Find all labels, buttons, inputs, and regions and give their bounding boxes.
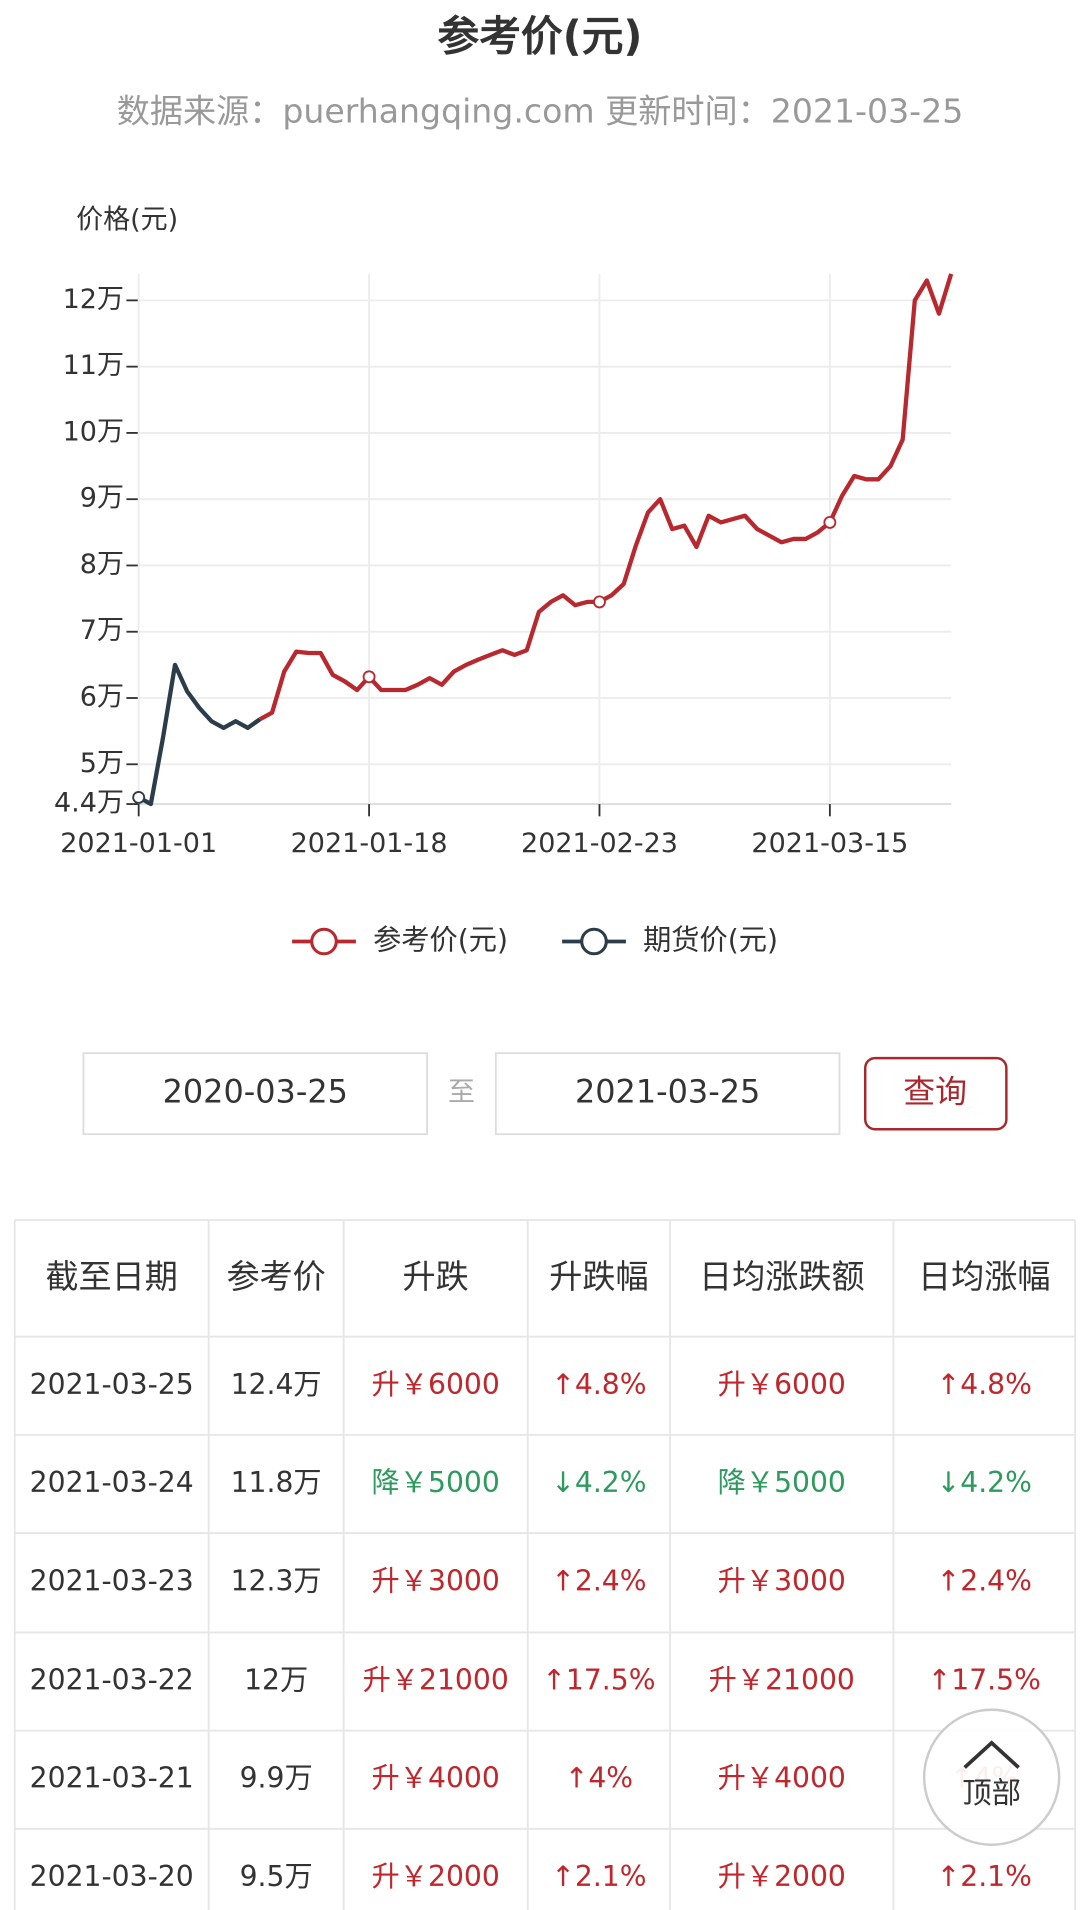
query-button-label[interactable]: 查询 <box>903 1073 967 1111</box>
x-tick-label: 2021-01-18 <box>291 828 448 859</box>
point-marker <box>362 670 376 684</box>
table-cell: 9.5万 <box>240 1860 313 1893</box>
y-tick-label: 12万 <box>63 284 124 315</box>
top-button-icon[interactable] <box>963 1740 1020 1769</box>
y-tick-label: 11万 <box>63 350 124 381</box>
table-cell: ↓4.2% <box>937 1466 1032 1499</box>
top-button[interactable] <box>922 1708 1061 1846</box>
table-header: 参考价 <box>226 1257 325 1296</box>
table-header: 升跌幅 <box>549 1257 648 1296</box>
table-cell: ↑4.8% <box>551 1368 646 1401</box>
table-cell: 2021-03-23 <box>30 1565 194 1598</box>
table-cell: ↑2.1% <box>551 1860 646 1893</box>
table-cell: ↑17.5% <box>542 1664 655 1697</box>
table-cell: 降￥5000 <box>372 1466 500 1499</box>
y-tick-label: 5万 <box>80 748 124 779</box>
date-input[interactable] <box>494 1052 841 1136</box>
point-marker <box>823 515 837 529</box>
table-cell: 11.8万 <box>231 1466 322 1499</box>
table-cell: ↓4.2% <box>551 1466 646 1499</box>
legend-label[interactable]: 期货价(元) <box>643 924 778 957</box>
table-cell: 降￥5000 <box>718 1466 846 1499</box>
chart-title: 参考价(元) <box>437 11 642 60</box>
table-cell: 升￥2000 <box>372 1860 500 1893</box>
legend-marker <box>310 927 338 956</box>
table-header: 截至日期 <box>45 1257 177 1296</box>
table-cell: ↑2.1% <box>937 1860 1032 1893</box>
point-marker <box>132 790 146 804</box>
y-tick-label: 10万 <box>63 416 124 447</box>
table-cell: 升￥21000 <box>709 1664 855 1697</box>
table-cell: 9.9万 <box>240 1762 313 1795</box>
y-tick-label: 6万 <box>80 682 124 713</box>
table-header: 升跌 <box>403 1257 469 1296</box>
table-header: 日均涨跌额 <box>699 1257 865 1296</box>
table-cell: 升￥3000 <box>372 1565 500 1598</box>
y-axis-label: 价格(元) <box>76 205 178 236</box>
table-cell: 升￥6000 <box>372 1368 500 1401</box>
table-cell: 2021-03-21 <box>30 1762 194 1795</box>
chart-subtitle: 数据来源：puerhangqing.com 更新时间：2021-03-25 <box>117 92 964 131</box>
x-tick-label: 2021-01-01 <box>60 828 217 859</box>
x-tick-label: 2021-03-15 <box>751 828 908 859</box>
series-line <box>137 662 262 807</box>
table-cell: ↑2.4% <box>551 1565 646 1598</box>
table-cell: 12.3万 <box>231 1565 322 1598</box>
series-line <box>258 273 954 722</box>
table-cell: ↑4% <box>565 1762 633 1795</box>
date-input-text[interactable]: 2021-03-25 <box>575 1073 760 1111</box>
table-cell: 12.4万 <box>231 1368 322 1401</box>
top-button-label[interactable]: 顶部 <box>962 1776 1021 1810</box>
table-cell: 升￥21000 <box>363 1664 509 1697</box>
date-input-text[interactable]: 2020-03-25 <box>163 1073 348 1111</box>
query-button[interactable] <box>864 1056 1008 1131</box>
y-tick-label: 8万 <box>80 549 124 580</box>
table-cell: 升￥6000 <box>718 1368 846 1401</box>
table-cell: 升￥3000 <box>718 1565 846 1598</box>
table-cell: ↑4.8% <box>937 1368 1032 1401</box>
date-input[interactable] <box>82 1052 429 1136</box>
table-cell: 2021-03-22 <box>30 1664 194 1697</box>
table-cell: 2021-03-25 <box>30 1368 194 1401</box>
table-cell: 12万 <box>244 1664 308 1697</box>
y-tick-label: 7万 <box>80 615 124 646</box>
table-cell: ↑17.5% <box>928 1664 1041 1697</box>
table-cell: 升￥4000 <box>372 1762 500 1795</box>
table-cell: ↑2.4% <box>937 1565 1032 1598</box>
point-marker <box>593 595 606 609</box>
table-cell: 升￥2000 <box>718 1860 846 1893</box>
x-tick-label: 2021-02-23 <box>521 828 678 859</box>
y-tick-label: 9万 <box>80 483 124 514</box>
table-header: 日均涨幅 <box>918 1257 1051 1296</box>
y-tick-label: 4.4万 <box>54 788 124 819</box>
separator: 至 <box>448 1077 475 1108</box>
legend-marker <box>580 927 608 956</box>
table-cell: 2021-03-20 <box>30 1860 194 1893</box>
legend-label[interactable]: 参考价(元) <box>373 924 508 957</box>
table-cell: 升￥4000 <box>718 1762 846 1795</box>
table-cell: 2021-03-24 <box>30 1466 194 1499</box>
